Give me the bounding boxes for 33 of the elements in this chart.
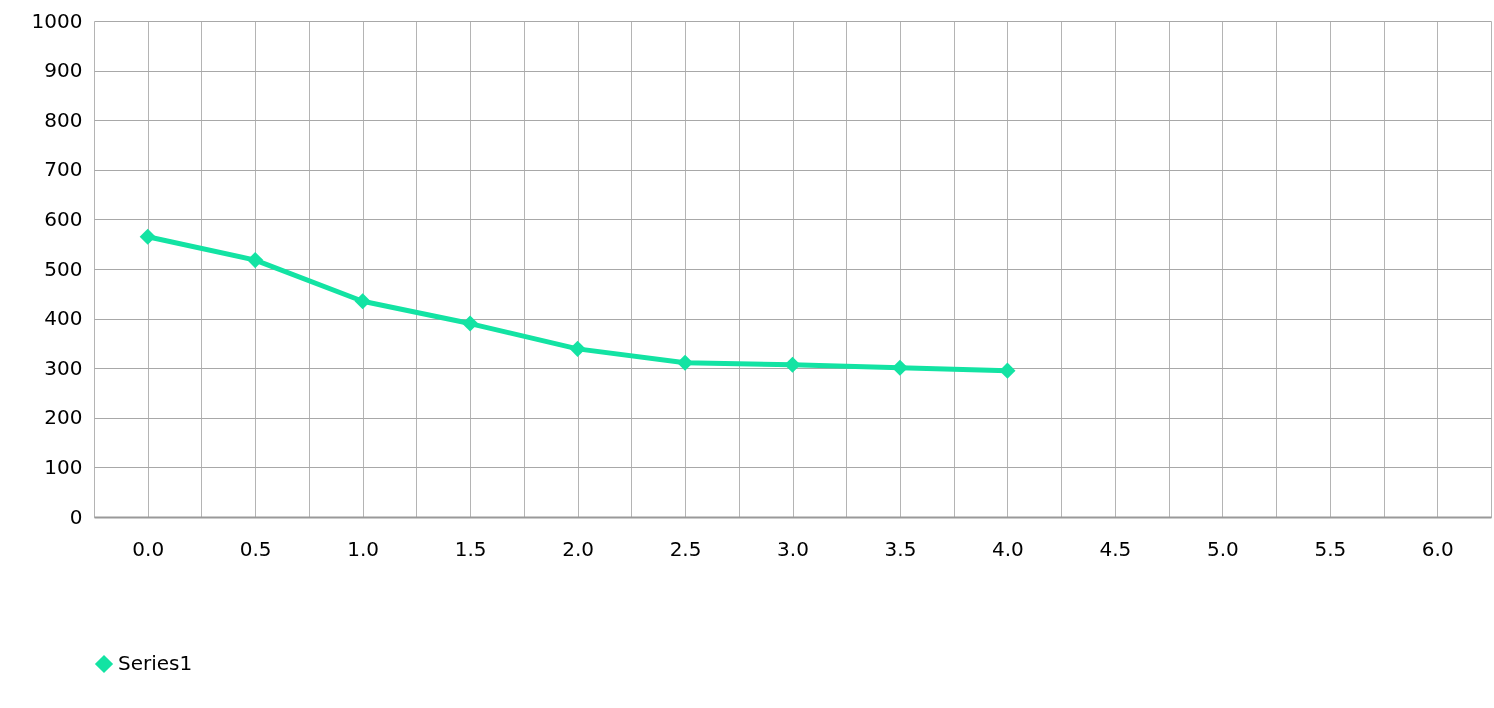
point [784,356,801,373]
y-tick-label: 400 [44,306,83,331]
x-tick-label: 1.0 [347,536,380,561]
x-tick-label: 0.0 [132,536,165,561]
y-tick-label: 200 [44,405,83,430]
x-tick-label: 5.0 [1206,536,1239,561]
x-tick-label: 4.0 [992,536,1024,561]
y-tick-label: 800 [44,107,83,132]
legend-label: Series1 [118,651,193,675]
point [569,340,586,357]
y-tick-label: 1000 [31,8,83,33]
y-tick-label: 600 [44,206,83,231]
x-tick-label: 6.0 [1421,536,1454,561]
x-tick-label: 3.5 [884,536,917,561]
point [354,293,371,310]
x-tick-label: 3.0 [777,536,809,561]
y-tick-label: 100 [44,454,83,479]
y-tick-label: 500 [44,256,83,281]
x-tick-label: 2.0 [562,536,594,561]
x-tick-label: 4.5 [1099,536,1132,561]
x-tick-label: 0.5 [239,536,272,561]
x-tick-label: 1.5 [454,536,487,561]
point [247,252,264,269]
point [999,362,1016,379]
y-tick-label: 700 [44,157,83,182]
x-tick-label: 2.5 [669,536,702,561]
point [139,228,156,245]
point [462,315,479,332]
y-tick-label: 900 [44,58,83,83]
y-tick-label: 0 [69,504,83,529]
point [676,354,694,371]
x-tick-label: 5.5 [1314,536,1347,561]
y-tick-label: 300 [44,355,83,380]
